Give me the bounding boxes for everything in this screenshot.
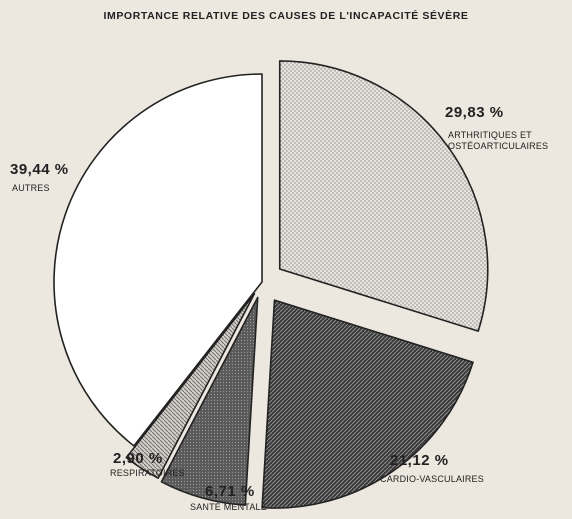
- category-label: RESPIRATOIRES: [110, 468, 185, 478]
- category-label: SANTÉ MENTALE: [190, 502, 267, 512]
- category-label: CARDIO-VASCULAIRES: [380, 474, 484, 484]
- category-label: AUTRES: [12, 183, 50, 193]
- pie-slice: [53, 73, 263, 447]
- value-label: 21,12 %: [390, 452, 449, 469]
- value-label: 29,83 %: [445, 104, 504, 121]
- value-label: 2,90 %: [113, 450, 163, 467]
- pie-slice: [160, 296, 259, 506]
- chart-title: IMPORTANCE RELATIVE DES CAUSES DE L'INCA…: [103, 10, 469, 22]
- value-label: 6,71 %: [205, 483, 255, 500]
- value-label: 39,44 %: [10, 161, 69, 178]
- category-label: ARTHRITIQUES ET OSTÉOARTICULAIRES: [448, 130, 549, 151]
- pie-slice: [125, 292, 256, 479]
- pie-slice: [261, 299, 474, 509]
- pie-slice: [278, 60, 489, 332]
